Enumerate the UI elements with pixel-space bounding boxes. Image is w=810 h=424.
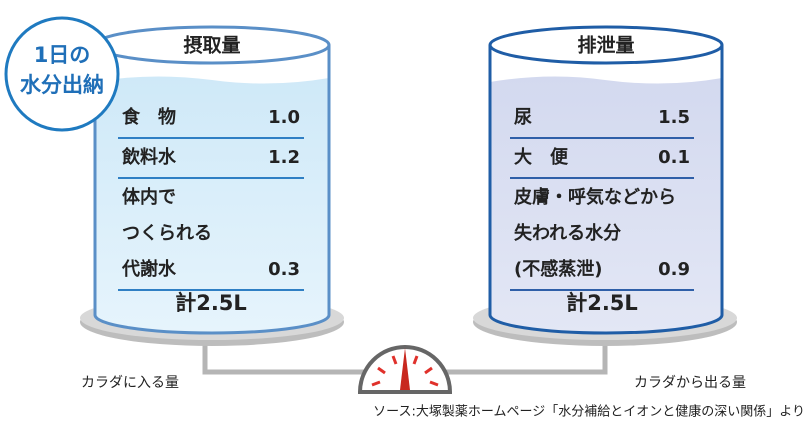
item-label: 皮膚・呼気などから (514, 186, 676, 208)
item-value: 1.5 (658, 107, 690, 128)
output-caption: カラダから出る量 (634, 375, 746, 391)
intake-caption: カラダに入る量 (81, 375, 179, 391)
item-label: 代謝水 (121, 258, 177, 280)
item-label: つくられる (122, 223, 212, 244)
item-value: 0.9 (658, 259, 690, 280)
item-label: 尿 (514, 107, 532, 128)
total: 計2.5L (566, 291, 638, 315)
item-value: 1.0 (268, 107, 300, 128)
item-label: 大 便 (514, 146, 569, 168)
item-value: 1.2 (268, 147, 300, 168)
item-value: 0.3 (268, 259, 300, 280)
item-label: 失われる水分 (514, 222, 621, 244)
source: ソース:大塚製薬ホームページ「水分補給とイオンと健康の深い関係」より (373, 404, 805, 420)
intake-title: 摂取量 (183, 34, 240, 57)
item-label: 食 物 (121, 106, 176, 128)
water-balance-diagram: 1日の 水分出納 摂取量 排泄量 カラダに入る量 カラダから出る量 ソース:大塚… (0, 0, 810, 424)
badge-text: 水分出納 (20, 73, 104, 97)
badge-text: 1日の (34, 43, 91, 67)
total: 計2.5L (175, 291, 247, 315)
output-title: 排泄量 (577, 34, 634, 57)
item-label: 体内で (122, 186, 176, 208)
item-label: (不感蒸泄) (514, 258, 602, 280)
item-value: 0.1 (658, 147, 690, 168)
item-label: 飲料水 (121, 146, 177, 168)
